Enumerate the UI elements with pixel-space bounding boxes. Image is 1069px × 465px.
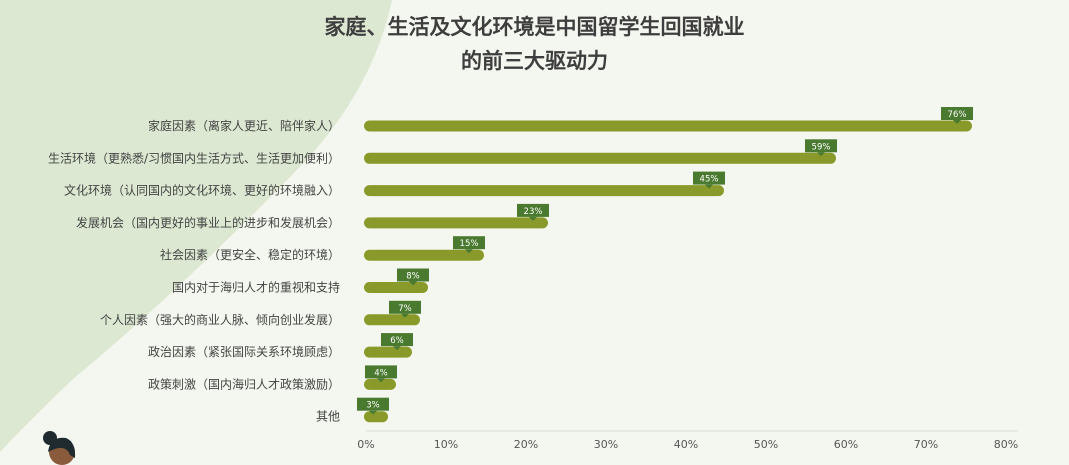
background-leaf-shape [0, 0, 392, 452]
value-label-box [389, 300, 421, 314]
bar [364, 411, 388, 423]
value-label-pointer [953, 120, 961, 124]
value-label: 45% [700, 175, 719, 185]
bar [364, 282, 428, 293]
value-label: 8% [406, 272, 420, 282]
value-label-box [357, 397, 389, 411]
x-tick-label: 70% [914, 438, 938, 451]
chart-bars: 家庭因素（离家人更近、陪伴家人） 76% 生活环境（更熟悉/习惯国内生活方式、生活更… [48, 107, 973, 424]
bar [364, 152, 836, 164]
value-label-box [517, 203, 549, 217]
value-label-pointer [401, 313, 409, 318]
x-tick-label: 80% [994, 438, 1018, 451]
category-label: 国内对于海归人才的重视和支持 [172, 280, 340, 295]
bar [364, 217, 548, 229]
x-tick-label: 10% [434, 438, 458, 451]
category-label: 其他 [316, 410, 340, 424]
value-label: 7% [398, 304, 412, 314]
chart-title-line-2: 的前三大驱动力 [461, 49, 608, 73]
bar [364, 346, 412, 358]
chart-axis: 0% 10% 20% 30% 40% 50% 60% 70% 80% [357, 430, 1018, 451]
value-label-box [805, 139, 837, 153]
value-label-pointer [465, 249, 473, 254]
value-label-pointer [817, 152, 825, 157]
bar [364, 378, 396, 390]
value-label-pointer [529, 216, 537, 221]
value-label: 6% [390, 336, 404, 346]
value-label: 59% [812, 142, 831, 152]
value-label-box [453, 236, 485, 250]
value-label-pointer [369, 410, 377, 415]
value-label-box [365, 365, 397, 379]
bar [364, 120, 972, 132]
value-label: 23% [524, 207, 543, 217]
value-label-pointer [393, 346, 401, 351]
category-label: 政策刺激（国内海归人才政策激励） [148, 376, 340, 391]
category-label: 政治因素（紧张国际关系环境顾虑） [148, 344, 340, 359]
value-label: 76% [948, 110, 967, 120]
value-label-pointer [705, 184, 713, 189]
value-label-pointer [377, 378, 385, 383]
value-label-box [693, 171, 725, 185]
x-tick-label: 60% [834, 438, 858, 451]
category-label: 发展机会（国内更好的事业上的进步和发展机会） [76, 215, 340, 230]
bar [364, 249, 484, 261]
x-tick-label: 50% [754, 438, 778, 451]
x-tick-label: 20% [514, 438, 538, 451]
x-tick-label: 0% [357, 438, 374, 451]
bar [364, 185, 724, 197]
bar [364, 314, 420, 326]
category-label: 生活环境（更熟悉/习惯国内生活方式、生活更加便利） [48, 150, 340, 165]
value-label-box [941, 107, 973, 120]
value-label: 15% [460, 239, 479, 249]
value-label-pointer [409, 281, 417, 286]
category-label: 社会因素（更安全、稳定的环境） [160, 247, 340, 262]
chart-title-line-1: 家庭、生活及文化环境是中国留学生回国就业 [324, 15, 745, 39]
value-label: 3% [366, 401, 380, 411]
x-tick-label: 40% [674, 438, 698, 451]
category-label: 文化环境（认同国内的文化环境、更好的环境融入） [64, 183, 340, 198]
x-tick-label: 30% [594, 438, 618, 451]
value-label: 4% [374, 368, 388, 378]
value-label-box [397, 268, 429, 282]
category-label: 个人因素（强大的商业人脉、倾向创业发展） [100, 312, 340, 327]
category-label: 家庭因素（离家人更近、陪伴家人） [148, 118, 340, 133]
person-illustration-icon [43, 431, 76, 465]
value-label-box [381, 333, 413, 347]
